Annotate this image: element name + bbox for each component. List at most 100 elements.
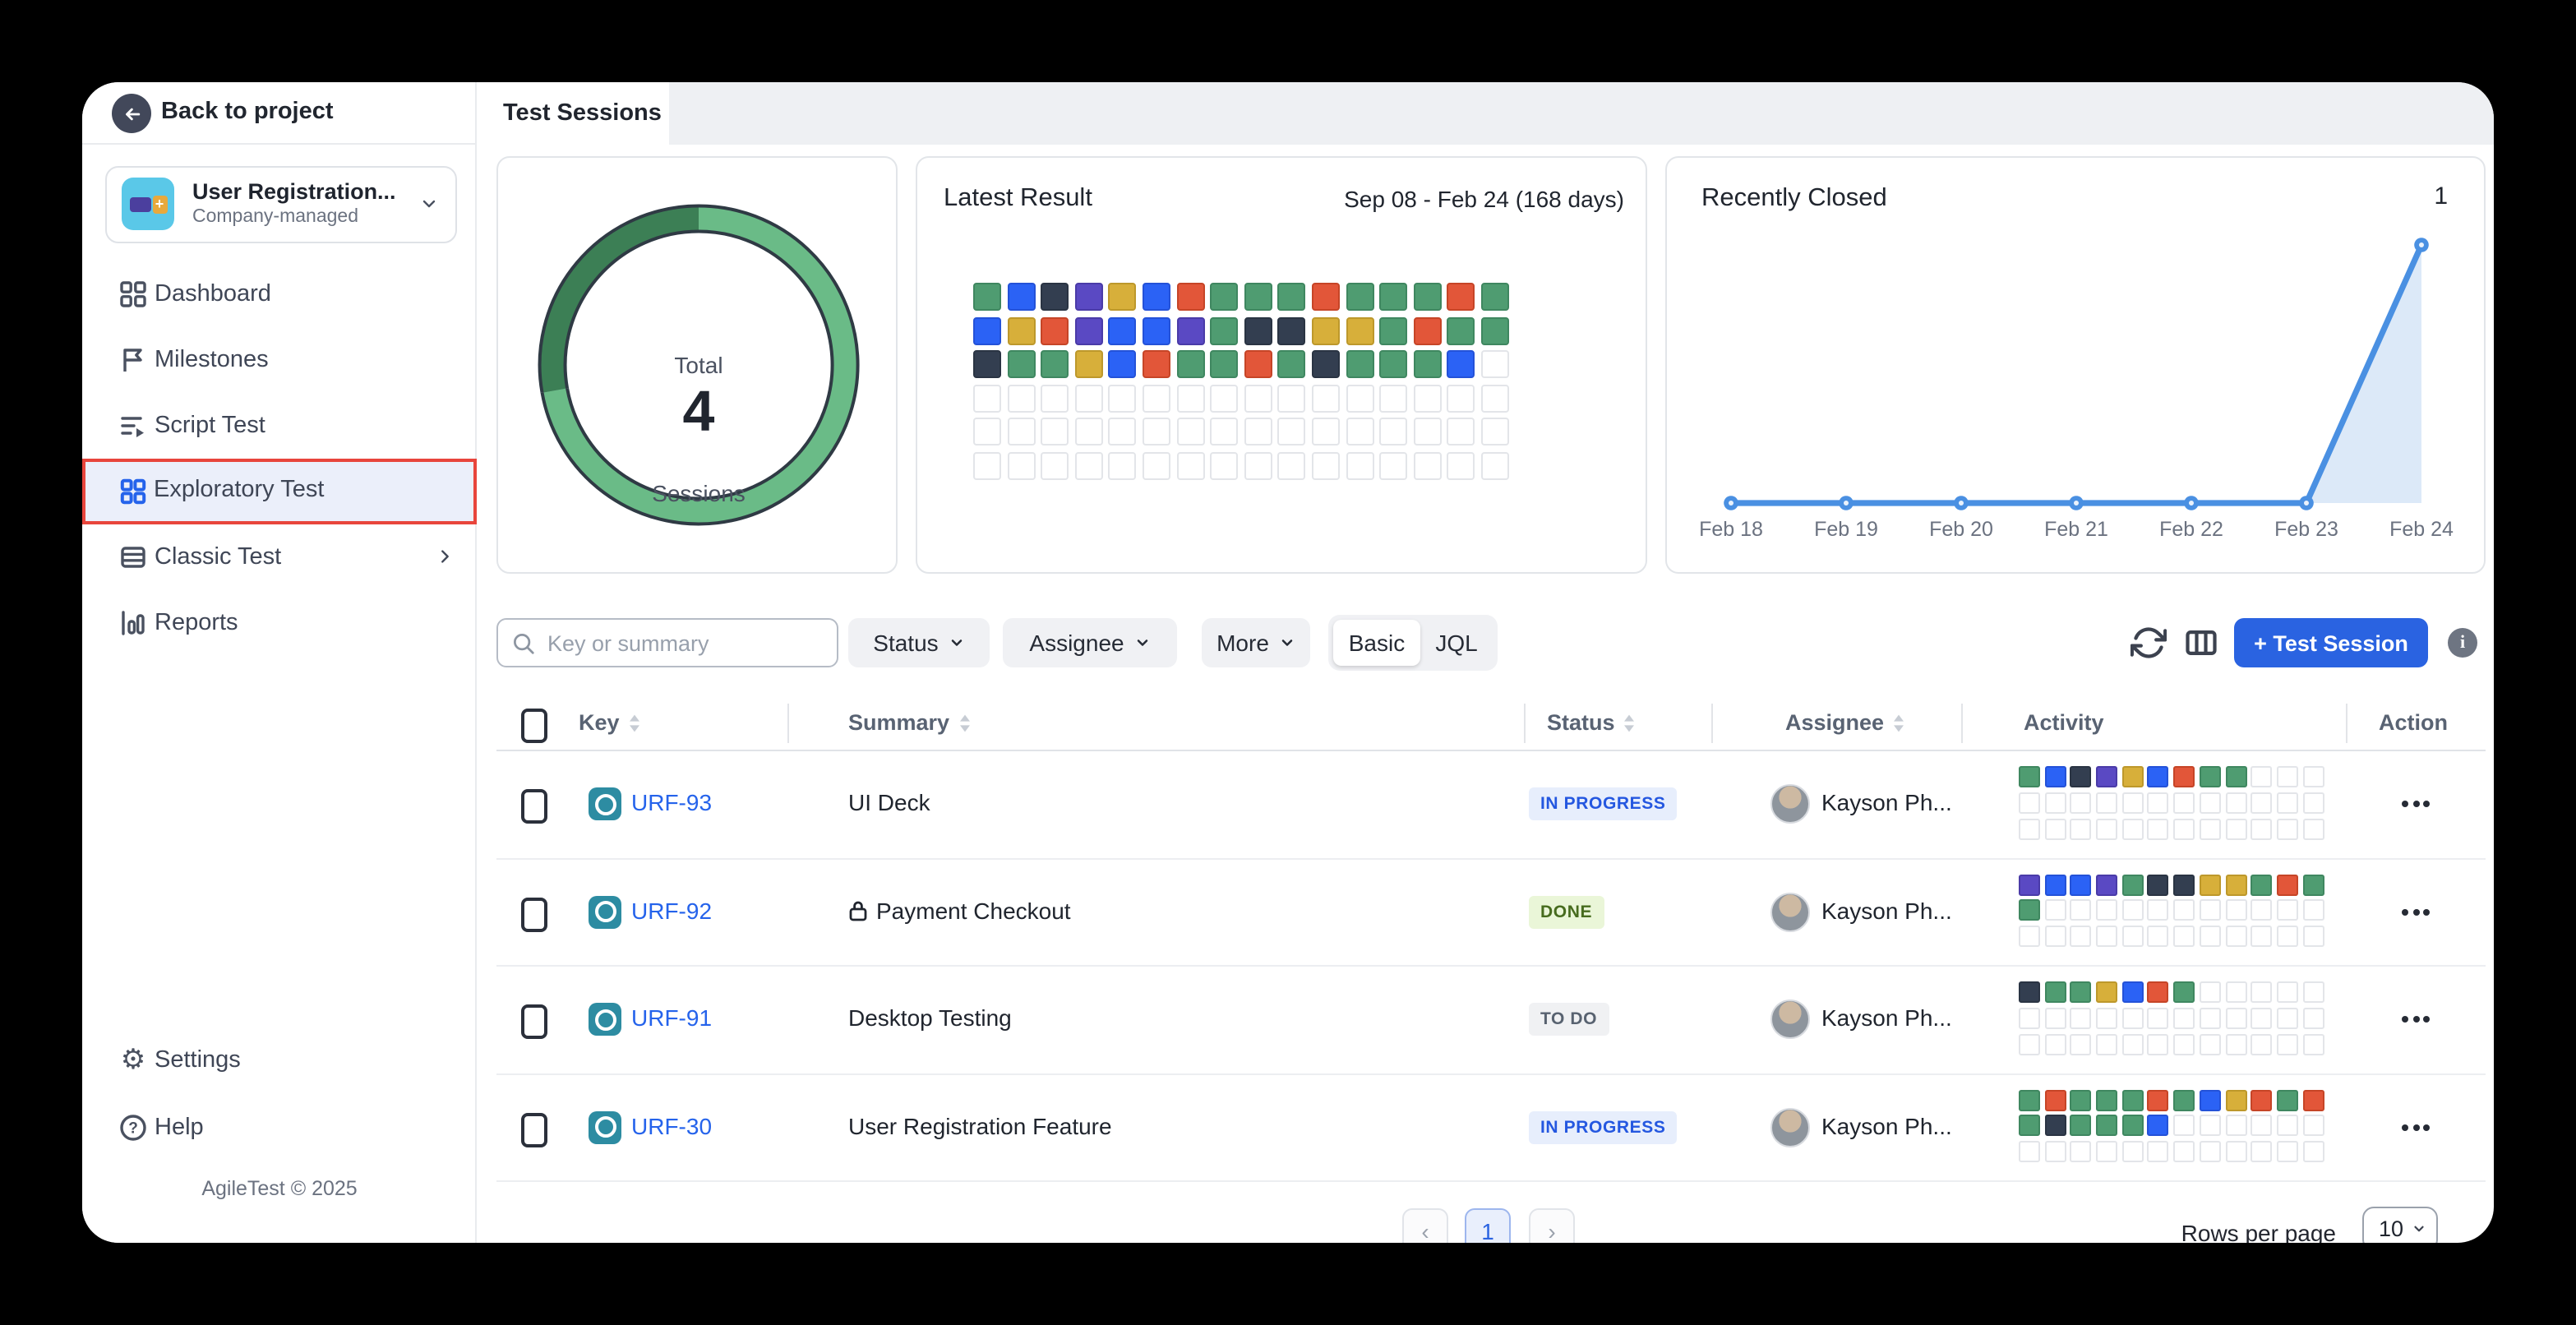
result-cell-empty: [2147, 818, 2169, 840]
session-key-link[interactable]: URF-30: [631, 1112, 713, 1139]
sidebar-item-milestones[interactable]: Milestones: [82, 327, 477, 393]
column-header-summary[interactable]: Summary: [848, 697, 971, 750]
result-cell: [2019, 899, 2040, 921]
result-cell: [1041, 283, 1069, 311]
back-to-project-button[interactable]: Back to project: [82, 82, 477, 145]
select-all-checkbox[interactable]: [521, 709, 547, 743]
result-cell-empty: [1176, 451, 1205, 480]
pagination-next-button[interactable]: ›: [1529, 1208, 1575, 1243]
sidebar-item-script-test[interactable]: Script Test: [82, 393, 477, 459]
result-cell-empty: [2044, 792, 2066, 814]
sidebar-item-label: Script Test: [155, 413, 265, 439]
assignee-name: Kayson Ph...: [1821, 897, 1952, 924]
result-cell: [1379, 316, 1408, 345]
sidebar-item-classic-test[interactable]: Classic Test: [82, 524, 477, 590]
result-cell: [1311, 350, 1340, 379]
row-checkbox[interactable]: [521, 1004, 547, 1040]
columns-icon[interactable]: [2183, 625, 2219, 661]
result-cell-empty: [2199, 899, 2221, 921]
result-cell-empty: [2019, 792, 2040, 814]
status-filter-button[interactable]: Status: [848, 618, 990, 667]
result-cell: [2199, 874, 2221, 896]
result-cell: [1074, 316, 1103, 345]
result-cell-empty: [2302, 1033, 2324, 1055]
sidebar-item-reports[interactable]: Reports: [82, 590, 477, 656]
result-cell: [1413, 283, 1442, 311]
result-cell-empty: [1210, 451, 1239, 480]
result-cell-empty: [2096, 1033, 2118, 1055]
pagination-page-1[interactable]: 1: [1465, 1208, 1511, 1243]
result-cell-empty: [2019, 1007, 2040, 1029]
session-key-link[interactable]: URF-93: [631, 789, 713, 816]
more-filter-button[interactable]: More: [1202, 618, 1310, 667]
pagination-prev-button[interactable]: ‹: [1402, 1208, 1448, 1243]
column-header-status[interactable]: Status: [1547, 697, 1637, 750]
result-cell: [2173, 981, 2195, 1004]
result-cell-empty: [2070, 792, 2092, 814]
session-key-link[interactable]: URF-92: [631, 897, 713, 924]
sidebar-item-dashboard[interactable]: Dashboard: [82, 261, 477, 327]
result-cell-empty: [2121, 1033, 2144, 1055]
result-cell: [973, 316, 1001, 345]
result-cell-empty: [2225, 1115, 2246, 1137]
x-axis-tick: Feb 24: [2389, 518, 2454, 541]
add-test-session-button[interactable]: + Test Session: [2234, 618, 2428, 667]
result-cell: [1447, 316, 1475, 345]
rows-per-page-label: Rows per page: [2181, 1220, 2336, 1243]
result-cell: [1210, 283, 1239, 311]
tab-test-sessions[interactable]: Test Sessions: [477, 82, 669, 145]
sidebar-item-help[interactable]: ? Help: [82, 1095, 477, 1161]
row-checkbox[interactable]: [521, 897, 547, 932]
result-cell: [2173, 766, 2195, 788]
result-cell: [2070, 981, 2092, 1004]
row-actions-button[interactable]: [2402, 1124, 2430, 1131]
search-input[interactable]: [544, 621, 830, 666]
sidebar-item-exploratory-test[interactable]: Exploratory Test: [82, 459, 477, 524]
result-cell: [1480, 316, 1509, 345]
result-cell-empty: [2276, 792, 2298, 814]
session-summary: Desktop Testing: [848, 1004, 1012, 1032]
result-cell-empty: [2199, 818, 2221, 840]
sort-icon: [959, 714, 970, 732]
x-axis-tick: Feb 23: [2274, 518, 2338, 541]
card-title: Recently Closed: [1701, 184, 1887, 212]
result-cell: [1176, 350, 1205, 379]
result-cell: [1244, 283, 1272, 311]
result-cell-empty: [1244, 418, 1272, 446]
result-cell: [2070, 1115, 2092, 1137]
sidebar-item-settings[interactable]: ⚙ Settings: [82, 1027, 477, 1093]
assignee-filter-button[interactable]: Assignee: [1003, 618, 1177, 667]
row-actions-button[interactable]: [2402, 908, 2430, 916]
result-cell: [1210, 350, 1239, 379]
rows-per-page-select[interactable]: 10: [2362, 1207, 2438, 1243]
result-cell-empty: [2199, 981, 2221, 1004]
result-cell-empty: [2121, 818, 2144, 840]
column-header-key[interactable]: Key: [579, 697, 641, 750]
activity-grid: [2019, 874, 2324, 948]
mode-jql-option[interactable]: JQL: [1435, 630, 1478, 656]
row-checkbox[interactable]: [521, 1112, 547, 1147]
result-cell-empty: [2199, 926, 2221, 948]
column-header-assignee[interactable]: Assignee: [1785, 697, 1905, 750]
result-cell-empty: [2096, 1007, 2118, 1029]
refresh-icon[interactable]: [2131, 625, 2167, 661]
result-cell-empty: [2225, 1007, 2246, 1029]
project-name: User Registration...: [192, 179, 396, 204]
mode-basic-option[interactable]: Basic: [1333, 620, 1420, 666]
result-cell-empty: [2121, 1007, 2144, 1029]
table-row: URF-92 Payment Checkout DONE Kayson Ph..…: [496, 859, 2486, 967]
row-actions-button[interactable]: [2402, 1016, 2430, 1023]
project-selector[interactable]: + User Registration... Company-managed: [105, 166, 457, 243]
info-icon[interactable]: i: [2448, 628, 2477, 658]
result-cell: [2019, 1089, 2040, 1111]
row-checkbox[interactable]: [521, 789, 547, 824]
result-cell: [1413, 316, 1442, 345]
row-actions-button[interactable]: [2402, 801, 2430, 808]
result-cell-empty: [2044, 1007, 2066, 1029]
result-cell-empty: [2225, 1033, 2246, 1055]
x-axis-tick: Feb 21: [2044, 518, 2108, 541]
status-badge: DONE: [1529, 895, 1604, 929]
copyright-text: AgileTest © 2025: [201, 1177, 358, 1200]
session-key-link[interactable]: URF-91: [631, 1004, 713, 1032]
result-cell: [1108, 350, 1137, 379]
